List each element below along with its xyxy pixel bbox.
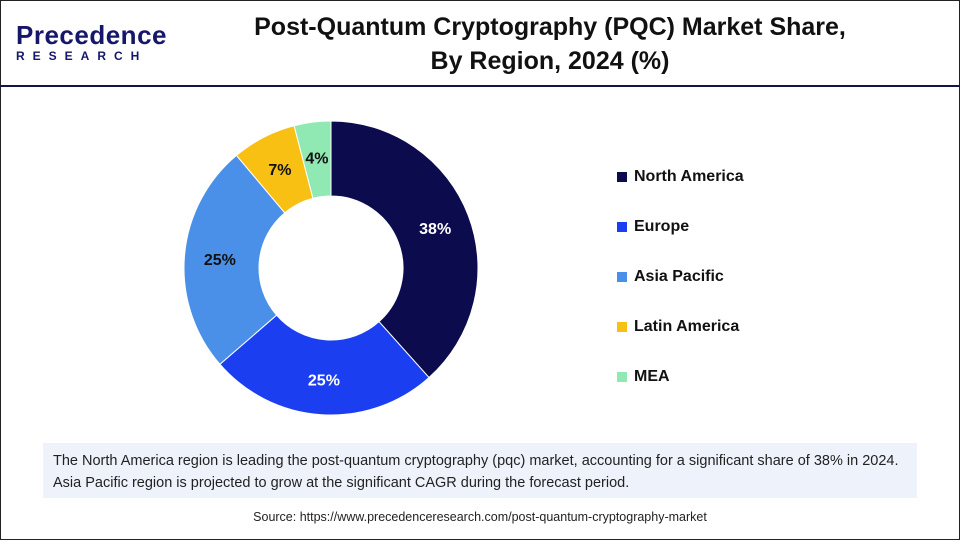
legend-label: Asia Pacific — [634, 268, 724, 285]
data-label: 4% — [305, 150, 328, 167]
legend-swatch — [617, 322, 627, 332]
legend-item: Europe — [617, 202, 744, 252]
data-label: 25% — [204, 252, 236, 269]
header: Precedence RESEARCH Post-Quantum Cryptog… — [0, 0, 960, 87]
summary-note: The North America region is leading the … — [43, 443, 917, 498]
legend: North America Europe Asia Pacific Latin Ame… — [617, 152, 744, 402]
legend-item: MEA — [617, 352, 744, 402]
legend-label: Latin America — [634, 318, 740, 335]
title-line2: By Region, 2024 (%) — [430, 47, 670, 75]
legend-item: North America — [617, 152, 744, 202]
donut-chart: 38% 25% 25% 7% 4% — [183, 120, 479, 416]
data-label: 25% — [308, 372, 340, 389]
logo-line1: Precedence — [16, 20, 167, 50]
legend-swatch — [617, 272, 627, 282]
slice-north-america — [330, 120, 479, 379]
legend-item: Latin America — [617, 302, 744, 352]
title-line1: Post-Quantum Cryptography (PQC) Market S… — [254, 13, 846, 41]
data-label: 7% — [268, 162, 291, 179]
legend-swatch — [617, 172, 627, 182]
slice-europe — [219, 314, 430, 416]
logo: Precedence RESEARCH — [16, 20, 167, 63]
legend-swatch — [617, 222, 627, 232]
logo-line2: RESEARCH — [16, 49, 148, 63]
legend-swatch — [617, 372, 627, 382]
legend-label: MEA — [634, 368, 670, 385]
legend-label: Europe — [634, 218, 690, 235]
slice-mea — [293, 120, 332, 199]
legend-item: Asia Pacific — [617, 252, 744, 302]
slice-asia-pacific — [183, 154, 286, 365]
chart-title: Post-Quantum Cryptography (PQC) Market S… — [230, 10, 870, 78]
legend-label: North America — [634, 168, 744, 185]
source-text: Source: https://www.precedenceresearch.c… — [253, 510, 707, 524]
data-label: 38% — [419, 221, 451, 238]
